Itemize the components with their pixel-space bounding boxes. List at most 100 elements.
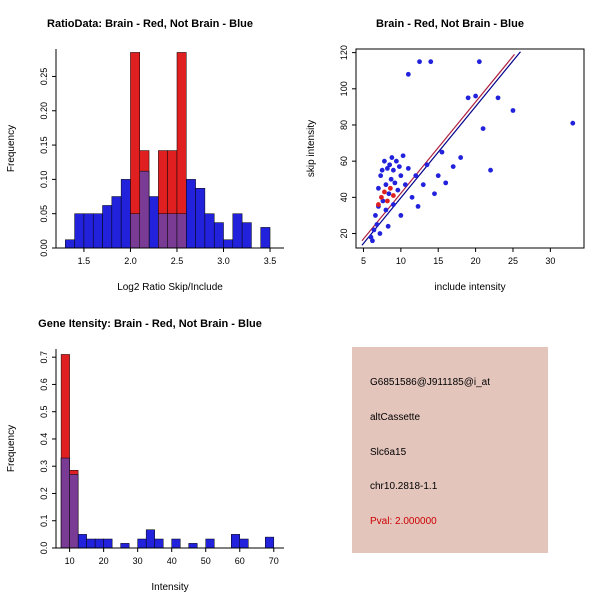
point-Not Brain: [388, 176, 394, 182]
x-tick-label: 5: [361, 256, 366, 266]
gene-intensity-histogram-chart: Gene Itensity: Brain - Red, Not Brain - …: [6, 318, 284, 593]
x-tick-label: 20: [99, 556, 109, 566]
intensity-scatter-chart: Brain - Red, Not Brain - Blue 5 10 15 20 25 30…: [306, 18, 585, 293]
histogram-bars: [60, 354, 275, 549]
point-Not Brain: [370, 238, 375, 244]
point-Not Brain: [383, 207, 389, 213]
x-axis-label: include intensity: [434, 282, 505, 293]
point-Not Brain: [495, 95, 501, 101]
bar-Not Brain: [103, 538, 113, 549]
point-Not Brain: [476, 59, 482, 65]
x-tick-label: 25: [508, 256, 518, 266]
point-Not Brain: [473, 93, 479, 99]
axes: [52, 349, 284, 552]
y-tick-label: 0.5: [39, 405, 49, 418]
point-Not Brain: [402, 182, 408, 188]
bar-Not Brain: [195, 188, 206, 249]
point-Not Brain: [376, 185, 381, 191]
y-tick-label: 100: [339, 81, 349, 96]
y-tick-label: 0.6: [39, 378, 49, 391]
scatter-content: [361, 51, 576, 246]
point-Not Brain: [398, 173, 404, 179]
x-tick-label: 50: [201, 556, 211, 566]
chart-title: Brain - Red, Not Brain - Blue: [376, 18, 524, 30]
point-Not Brain: [439, 149, 445, 155]
point-Not Brain: [385, 223, 391, 229]
point-Not Brain: [398, 213, 404, 218]
bar-Not Brain: [265, 536, 275, 549]
y-axis-label: Frequency: [6, 425, 17, 472]
bar-overlap: [176, 213, 187, 249]
fit-line: [361, 54, 515, 242]
x-tick-label: 3.0: [217, 256, 230, 266]
bar-Not Brain: [213, 222, 224, 249]
point-Not Brain: [392, 180, 398, 186]
bar-Not Brain: [186, 179, 196, 249]
point-Not Brain: [383, 182, 389, 188]
y-tick-label: 60: [339, 156, 349, 166]
info-box: G6851586@J911185@i_at altCassette Slc6a1…: [352, 347, 548, 553]
point-Not Brain: [386, 191, 392, 197]
x-tick-label: 2.0: [124, 256, 137, 266]
x-axis-label: Intensity: [151, 582, 188, 593]
y-tick-label: 0.2: [39, 487, 49, 500]
y-tick-label: 0.0: [39, 542, 49, 555]
point-Not Brain: [380, 198, 386, 204]
y-tick-label: 0.3: [39, 460, 49, 473]
point-Not Brain: [387, 162, 393, 168]
bar-Not Brain: [102, 205, 113, 249]
info-panel-region: G6851586@J911185@i_at altCassette Slc6a1…: [300, 305, 600, 600]
point-Not Brain: [378, 173, 384, 179]
x-tick-label: 20: [471, 256, 481, 266]
x-tick-label: 70: [269, 556, 279, 566]
bar-overlap: [167, 213, 178, 249]
bar-overlap: [69, 474, 79, 549]
point-Not Brain: [374, 222, 380, 227]
point-Not Brain: [417, 59, 422, 65]
chart-title: Gene Itensity: Brain - Red, Not Brain - …: [38, 318, 262, 330]
bar-Not Brain: [65, 239, 75, 249]
y-tick-label: 120: [339, 45, 349, 60]
point-Not Brain: [510, 108, 516, 113]
x-tick-label: 2.5: [171, 256, 184, 266]
fit-line: [361, 51, 521, 246]
axes: [52, 49, 284, 252]
y-tick-label: 0.05: [39, 205, 49, 223]
x-tick-label: 30: [133, 556, 143, 566]
bar-Not Brain: [188, 543, 198, 549]
bar-overlap: [60, 457, 70, 549]
point-Not Brain: [409, 194, 415, 200]
x-tick-label: 40: [167, 556, 177, 566]
y-tick-label: 0.15: [39, 136, 49, 154]
point-Not Brain: [390, 202, 396, 207]
bar-Not Brain: [120, 179, 131, 249]
point-Not Brain: [390, 167, 396, 173]
point-Brain: [382, 189, 387, 195]
point-Brain: [376, 202, 381, 207]
x-axis-label: Log2 Ratio Skip/Include: [117, 282, 223, 293]
point-Brain: [384, 198, 390, 204]
point-Not Brain: [389, 155, 395, 160]
bar-Not Brain: [260, 227, 271, 249]
bar-Not Brain: [231, 534, 241, 549]
point-Not Brain: [395, 187, 401, 193]
x-tick-label: 3.5: [264, 256, 277, 266]
point-Brain: [379, 194, 384, 200]
bar-Not Brain: [239, 538, 249, 549]
point-Not Brain: [405, 71, 411, 77]
y-tick-label: 80: [339, 120, 349, 130]
point-Brain: [390, 193, 396, 198]
point-Not Brain: [405, 166, 411, 171]
point-Not Brain: [400, 153, 406, 159]
point-Not Brain: [373, 213, 378, 218]
y-tick-label: 0.00: [39, 239, 49, 257]
bar-Not Brain: [83, 213, 94, 249]
bar-Not Brain: [154, 538, 164, 549]
point-Not Brain: [382, 158, 387, 164]
point-Not Brain: [379, 167, 385, 173]
bar-Not Brain: [86, 538, 96, 549]
chart-title: RatioData: Brain - Red, Not Brain - Blue: [47, 18, 253, 30]
point-Brain: [387, 185, 393, 191]
point-Not Brain: [450, 164, 456, 169]
